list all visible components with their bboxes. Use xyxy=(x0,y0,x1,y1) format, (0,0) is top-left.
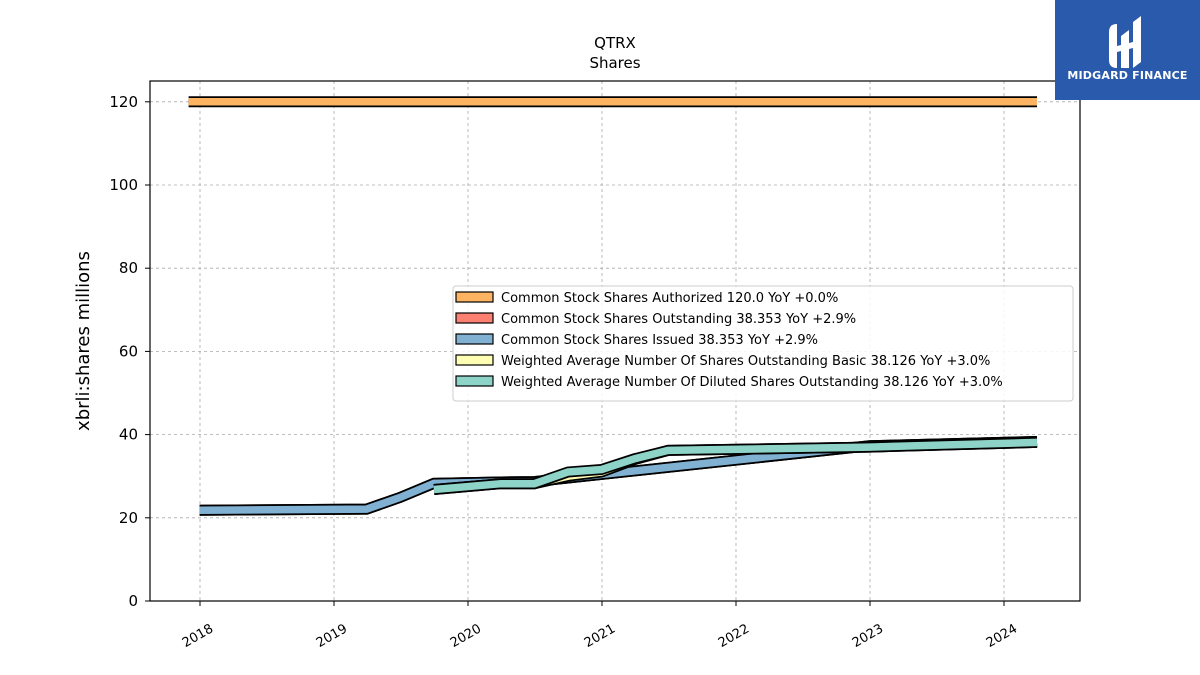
legend-box xyxy=(452,285,1074,402)
y-tick-label: 120 xyxy=(109,93,138,111)
x-tick-label: 2020 xyxy=(448,621,484,651)
plot-frame xyxy=(149,80,1081,602)
y-tick-label: 20 xyxy=(119,509,138,527)
legend-entry: Weighted Average Number Of Shares Outsta… xyxy=(501,354,990,369)
y-tick-label: 0 xyxy=(128,592,138,610)
y-tick-label: 100 xyxy=(109,176,138,194)
chart-subtitle: Shares xyxy=(589,54,640,72)
y-tick-label: 80 xyxy=(119,259,138,277)
x-tick-label: 2022 xyxy=(716,621,752,651)
legend-entry: Common Stock Shares Authorized 120.0 YoY… xyxy=(501,291,838,306)
legend-swatch xyxy=(455,375,494,387)
chart-title: QTRX xyxy=(594,34,636,52)
x-tick-label: 2021 xyxy=(582,621,618,651)
midgard-finance-logo: MIDGARD FINANCE xyxy=(1055,0,1200,100)
legend-entry: Weighted Average Number Of Diluted Share… xyxy=(501,375,1003,390)
series-line-2 xyxy=(199,437,1038,515)
x-tick-label: 2018 xyxy=(180,621,216,651)
x-tick-label: 2023 xyxy=(850,621,886,651)
logo-mark-icon xyxy=(1109,16,1141,68)
logo-text: MIDGARD FINANCE xyxy=(1067,69,1188,82)
y-tick-label: 40 xyxy=(119,426,138,444)
y-axis-label: xbrli:shares millions xyxy=(73,251,94,431)
legend-swatch xyxy=(455,354,494,366)
legend-swatch xyxy=(455,291,494,303)
legend-entry: Common Stock Shares Issued 38.353 YoY +2… xyxy=(501,333,818,348)
series-line-4 xyxy=(433,438,1038,494)
legend-entry: Common Stock Shares Outstanding 38.353 Y… xyxy=(501,312,856,327)
legend-swatch xyxy=(455,333,494,345)
x-tick-label: 2019 xyxy=(314,621,350,651)
x-tick-label: 2024 xyxy=(984,621,1020,651)
legend-swatch xyxy=(455,312,494,324)
y-tick-label: 60 xyxy=(119,342,138,360)
